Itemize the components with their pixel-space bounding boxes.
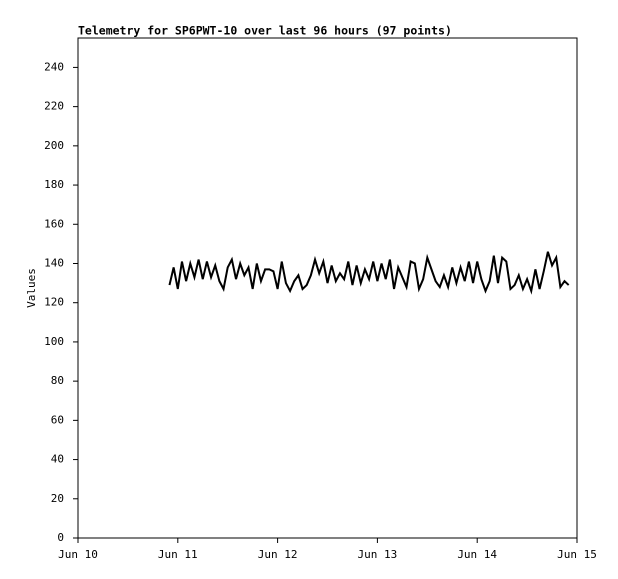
- y-tick-label: 220: [44, 100, 64, 113]
- y-tick-label: 120: [44, 296, 64, 309]
- chart-title: Telemetry for SP6PWT-10 over last 96 hou…: [78, 24, 452, 38]
- y-tick-label: 160: [44, 217, 64, 230]
- y-axis-label: Values: [25, 268, 38, 308]
- x-tick-label: Jun 13: [358, 548, 398, 561]
- y-tick-label: 60: [51, 413, 64, 426]
- x-tick-label: Jun 14: [457, 548, 497, 561]
- x-tick-label: Jun 12: [258, 548, 298, 561]
- y-tick-label: 200: [44, 139, 64, 152]
- x-tick-label: Jun 15: [557, 548, 597, 561]
- y-tick-label: 240: [44, 60, 64, 73]
- data-line: [168, 251, 570, 295]
- y-tick-label: 80: [51, 374, 64, 387]
- y-tick-label: 180: [44, 178, 64, 191]
- y-tick-label: 100: [44, 335, 64, 348]
- y-tick-label: 0: [57, 531, 64, 544]
- y-tick-label: 140: [44, 256, 64, 269]
- y-tick-label: 40: [51, 453, 64, 466]
- plot-frame: [77, 37, 578, 539]
- x-tick-label: Jun 10: [58, 548, 98, 561]
- y-tick-label: 20: [51, 492, 64, 505]
- x-tick-label: Jun 11: [158, 548, 198, 561]
